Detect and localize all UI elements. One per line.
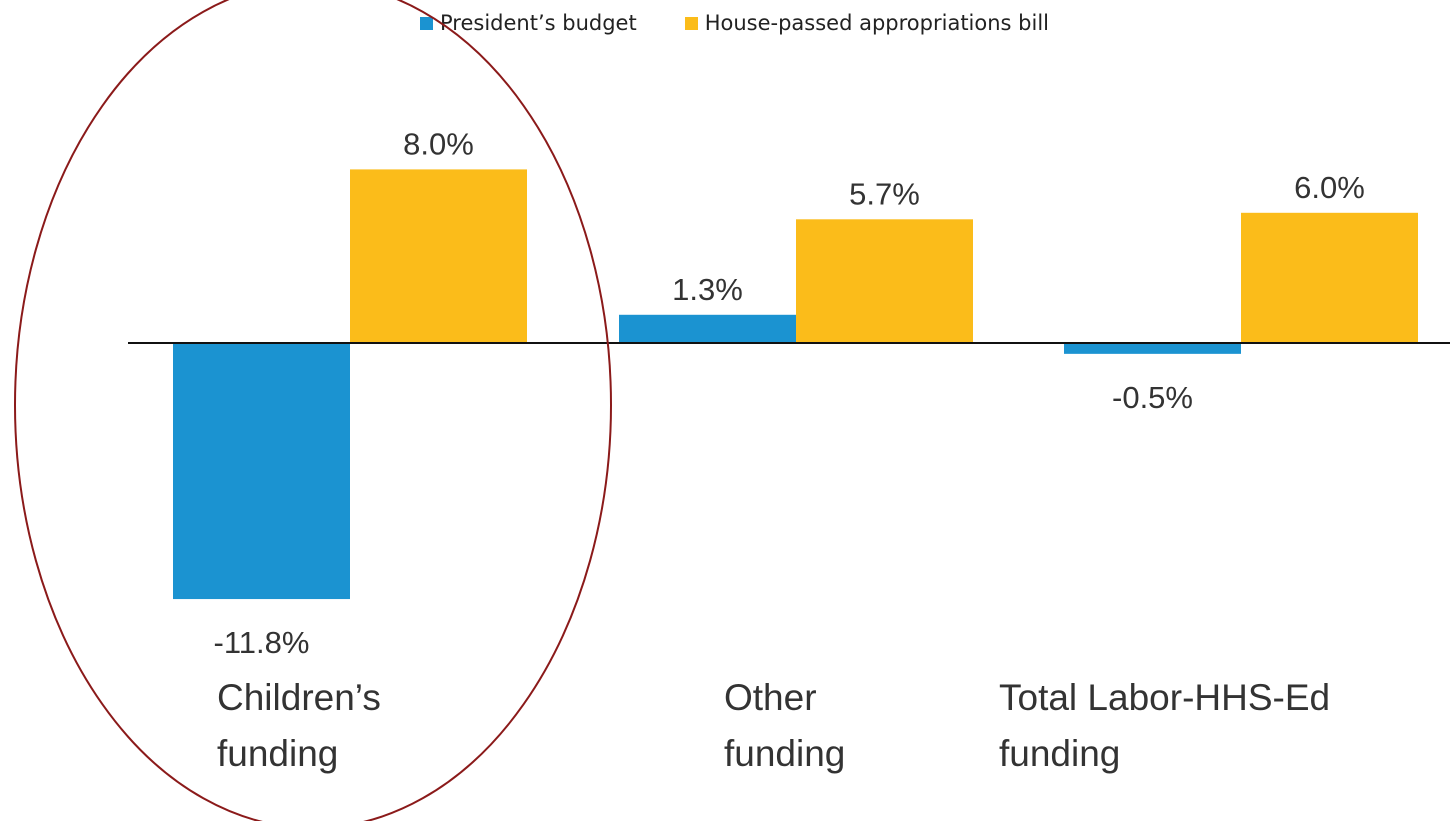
legend-label-house-bill: House-passed appropriations bill xyxy=(704,11,1049,35)
bar-series2-cat3 xyxy=(1241,212,1418,343)
category-label-3-line2: funding xyxy=(999,733,1120,774)
bar-series1-cat3 xyxy=(1064,343,1241,354)
data-label-series2-cat2: 5.7% xyxy=(849,176,920,211)
category-label-1-line2: funding xyxy=(217,733,338,774)
bar-series2-cat1 xyxy=(350,169,527,343)
bar-series1-cat1 xyxy=(173,343,350,600)
category-label-3-line1: Total Labor-HHS-Ed xyxy=(999,677,1330,718)
legend-label-presidents-budget: President’s budget xyxy=(440,11,637,35)
chart-legend: President’s budget House-passed appropri… xyxy=(420,8,1097,38)
legend-item-house-bill: House-passed appropriations bill xyxy=(684,11,1049,35)
category-label-2-line2: funding xyxy=(724,733,845,774)
category-label-1-line1: Children’s xyxy=(217,677,381,718)
data-label-series1-cat3: -0.5% xyxy=(1112,380,1193,415)
legend-item-presidents-budget: President’s budget xyxy=(420,11,637,35)
legend-swatch-house-bill xyxy=(684,16,698,30)
data-label-series1-cat2: 1.3% xyxy=(672,272,743,307)
bar-series2-cat2 xyxy=(796,219,973,343)
legend-swatch-presidents-budget xyxy=(420,16,433,30)
data-label-series1-cat1: -11.8% xyxy=(214,625,310,660)
data-label-series2-cat1: 8.0% xyxy=(403,126,474,161)
category-label-2-line1: Other xyxy=(724,677,817,718)
bar-series1-cat2 xyxy=(619,314,796,343)
highlight-ellipse xyxy=(14,0,612,821)
data-label-series2-cat3: 6.0% xyxy=(1294,170,1365,205)
